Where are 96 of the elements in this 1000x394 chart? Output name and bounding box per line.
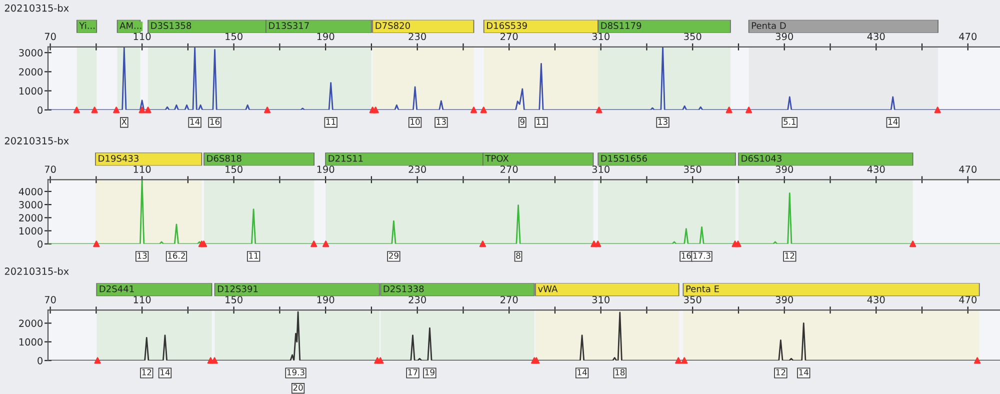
x-tick-label: 310	[592, 32, 610, 40]
chart-title: 20210315-bx	[4, 4, 69, 12]
band-label: D2S441	[100, 285, 134, 292]
band-label: D15S1656	[601, 154, 647, 162]
x-tick-label: 270	[500, 32, 518, 40]
band-label: D8S1179	[601, 22, 642, 30]
band-label: D13S317	[269, 22, 309, 30]
y-tick-label: 3000	[19, 201, 42, 208]
x-tick-label: 150	[226, 296, 242, 304]
band-label: TPOX	[485, 154, 509, 162]
band-label: D19S433	[98, 154, 138, 162]
x-tick-label: 70	[44, 296, 56, 304]
x-tick-label: 150	[226, 166, 242, 173]
band-label: Penta E	[686, 285, 719, 292]
x-tick-label: 310	[592, 166, 610, 173]
annotation: 18	[616, 369, 625, 376]
y-tick-label: 4000	[18, 188, 42, 196]
band-label: D6S818	[207, 154, 242, 162]
band-label: AM...	[120, 22, 142, 29]
x-tick-label: 270	[500, 166, 518, 173]
annotation: 9	[520, 118, 524, 125]
annotation: 17	[408, 369, 418, 376]
x-tick-label: 470	[959, 296, 977, 304]
annotation: 19.3	[287, 369, 304, 376]
x-tick-label: 230	[408, 166, 426, 173]
annotation: 8	[516, 252, 520, 259]
y-tick-label: 1000	[19, 87, 42, 95]
annotation: 12	[142, 369, 152, 376]
y-tick-label: 0	[38, 356, 42, 364]
annotation: 14	[888, 118, 898, 125]
annotation: 13	[658, 118, 668, 125]
annotation: 14	[578, 369, 587, 376]
band-label: D21S11	[328, 154, 363, 162]
x-tick-label: 470	[959, 166, 977, 173]
annotation: 12	[785, 252, 794, 259]
x-tick-label: 310	[592, 296, 610, 304]
annotation: 16	[210, 118, 220, 125]
band-label: D7S820	[376, 22, 410, 30]
annotation: X	[122, 118, 127, 125]
annotation: 14	[190, 118, 200, 125]
band-label: D2S1338	[384, 285, 424, 292]
x-tick-label: 110	[134, 32, 151, 40]
y-tick-label: 2000	[19, 68, 42, 76]
y-tick-label: 0	[38, 240, 42, 248]
annotation: 20	[293, 384, 303, 391]
x-tick-label: 190	[317, 32, 334, 40]
band-label: D6S1043	[742, 154, 782, 162]
annotation: 13	[436, 118, 446, 125]
annotation: 5.1	[784, 118, 796, 125]
x-tick-label: 190	[317, 166, 334, 173]
x-tick-label: 110	[134, 296, 151, 304]
annotation: 17.3	[693, 252, 710, 259]
annotation: 11	[326, 118, 336, 125]
annotation: 19	[425, 369, 434, 376]
band-label: D12S391	[218, 285, 258, 292]
annotation: 16.2	[168, 252, 185, 259]
annotation: 14	[160, 369, 170, 376]
y-tick-label: 1000	[19, 227, 42, 235]
band-label: Penta D	[752, 22, 786, 30]
x-tick-label: 390	[776, 166, 793, 173]
band-label: Yi...	[79, 22, 95, 29]
x-tick-label: 110	[134, 166, 151, 173]
annotation: 10	[410, 118, 420, 125]
x-tick-label: 270	[500, 296, 518, 304]
annotation: 29	[389, 252, 398, 259]
x-tick-label: 230	[408, 32, 426, 40]
x-tick-label: 430	[867, 32, 885, 40]
x-tick-label: 350	[684, 32, 702, 40]
annotation: 11	[249, 252, 258, 259]
x-tick-label: 430	[867, 166, 885, 173]
x-tick-label: 390	[776, 32, 793, 40]
x-tick-label: 150	[226, 32, 242, 40]
x-tick-label: 350	[684, 166, 702, 173]
x-tick-label: 190	[317, 296, 334, 304]
x-tick-label: 350	[684, 296, 702, 304]
annotation: 11	[536, 118, 546, 125]
annotation: 14	[799, 369, 808, 376]
annotation: 16	[682, 252, 691, 259]
y-tick-label: 3000	[19, 49, 42, 56]
y-tick-label: 2000	[19, 320, 42, 327]
chart-title: 20210315-bx	[4, 136, 69, 144]
x-tick-label: 70	[44, 166, 56, 173]
x-tick-label: 390	[776, 296, 793, 304]
legend-label: D3S1358	[151, 22, 192, 30]
x-tick-label: 430	[867, 296, 885, 304]
x-tick-label: 230	[408, 296, 426, 304]
x-tick-label: 70	[44, 32, 56, 40]
x-tick-label: 470	[959, 32, 977, 40]
y-tick-label: 0	[38, 106, 42, 114]
annotation: 12	[776, 369, 786, 376]
band-label: vWA	[538, 285, 558, 292]
band-label: D16S539	[487, 22, 527, 30]
y-tick-label: 2000	[19, 214, 42, 222]
chart-title: 20210315-bx	[4, 267, 69, 275]
annotation: 13	[138, 252, 147, 259]
y-tick-label: 1000	[19, 338, 42, 346]
